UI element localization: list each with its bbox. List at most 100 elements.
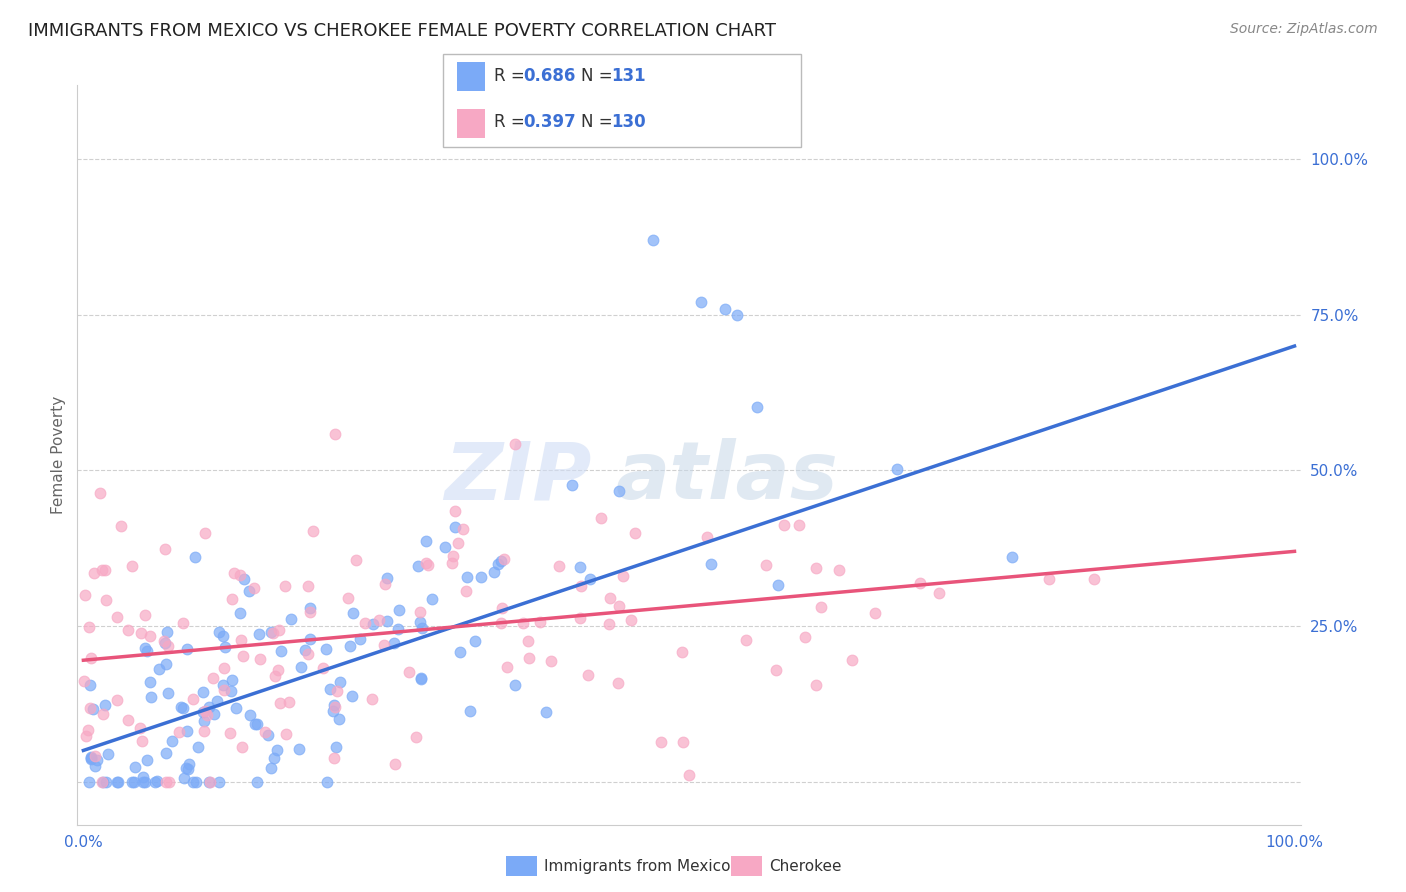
Point <box>323 699 346 714</box>
Point <box>886 462 908 476</box>
Point <box>157 774 180 789</box>
Point <box>129 721 152 735</box>
Point <box>434 541 457 555</box>
Point <box>810 599 832 614</box>
Point <box>198 700 221 714</box>
Point <box>201 671 224 685</box>
Point <box>453 522 475 536</box>
Point <box>132 774 155 789</box>
Point <box>794 630 817 644</box>
Point <box>232 572 254 586</box>
Point <box>323 427 346 442</box>
Point <box>184 549 207 564</box>
Point <box>193 723 215 738</box>
Point <box>606 676 628 690</box>
Point <box>725 308 748 322</box>
Point <box>267 663 290 677</box>
Point <box>328 713 350 727</box>
Point <box>177 762 200 776</box>
Point <box>194 526 217 541</box>
Point <box>229 633 252 648</box>
Point <box>278 695 301 709</box>
Point <box>94 774 117 789</box>
Point <box>512 615 534 630</box>
Point <box>124 760 146 774</box>
Text: Source: ZipAtlas.com: Source: ZipAtlas.com <box>1230 22 1378 37</box>
Point <box>195 708 218 723</box>
Point <box>568 559 591 574</box>
Point <box>181 692 204 706</box>
Point <box>107 774 129 789</box>
Point <box>375 615 398 629</box>
Point <box>79 677 101 691</box>
Point <box>245 717 267 731</box>
Point <box>416 558 439 572</box>
Point <box>181 774 204 789</box>
Point <box>139 629 162 643</box>
Point <box>232 648 254 663</box>
Y-axis label: Female Poverty: Female Poverty <box>51 396 66 514</box>
Point <box>489 554 512 568</box>
Point <box>153 541 176 556</box>
Point <box>765 663 787 677</box>
Point <box>787 517 810 532</box>
Point <box>322 705 344 719</box>
Point <box>208 774 231 789</box>
Point <box>517 651 540 665</box>
Point <box>221 592 243 607</box>
Point <box>239 707 262 722</box>
Point <box>96 747 118 761</box>
Text: Cherokee: Cherokee <box>769 859 842 873</box>
Point <box>276 727 298 741</box>
Point <box>117 713 139 727</box>
Point <box>503 678 526 692</box>
Point <box>388 603 411 617</box>
Point <box>374 577 396 591</box>
Point <box>172 701 194 715</box>
Text: 0.397: 0.397 <box>523 113 576 131</box>
Point <box>569 579 592 593</box>
Point <box>176 761 198 775</box>
Point <box>176 642 198 657</box>
Point <box>280 612 302 626</box>
Point <box>700 557 723 571</box>
Point <box>135 753 157 767</box>
Point <box>415 534 437 549</box>
Text: N =: N = <box>581 67 617 85</box>
Point <box>91 774 114 789</box>
Point <box>339 639 361 653</box>
Point <box>607 484 630 499</box>
Point <box>454 584 477 599</box>
Point <box>734 633 756 648</box>
Point <box>155 636 177 650</box>
Point <box>444 504 467 518</box>
Point <box>105 693 128 707</box>
Point <box>76 723 98 737</box>
Point <box>561 477 583 491</box>
Point <box>156 685 179 699</box>
Point <box>131 770 153 784</box>
Point <box>340 690 363 704</box>
Point <box>260 624 283 639</box>
Point <box>84 759 107 773</box>
Point <box>249 651 271 665</box>
Point <box>91 706 114 721</box>
Point <box>827 563 849 577</box>
Point <box>517 634 540 648</box>
Point <box>373 638 395 652</box>
Point <box>382 635 405 649</box>
Point <box>323 698 346 712</box>
Point <box>214 640 236 655</box>
Point <box>155 657 177 672</box>
Point <box>411 621 433 635</box>
Point <box>266 742 288 756</box>
Point <box>441 556 464 570</box>
Point <box>576 668 599 682</box>
Point <box>264 669 287 683</box>
Point <box>398 665 420 680</box>
Point <box>299 605 322 619</box>
Point <box>863 606 886 620</box>
Point <box>83 566 105 580</box>
Point <box>353 615 375 630</box>
Point <box>269 696 291 710</box>
